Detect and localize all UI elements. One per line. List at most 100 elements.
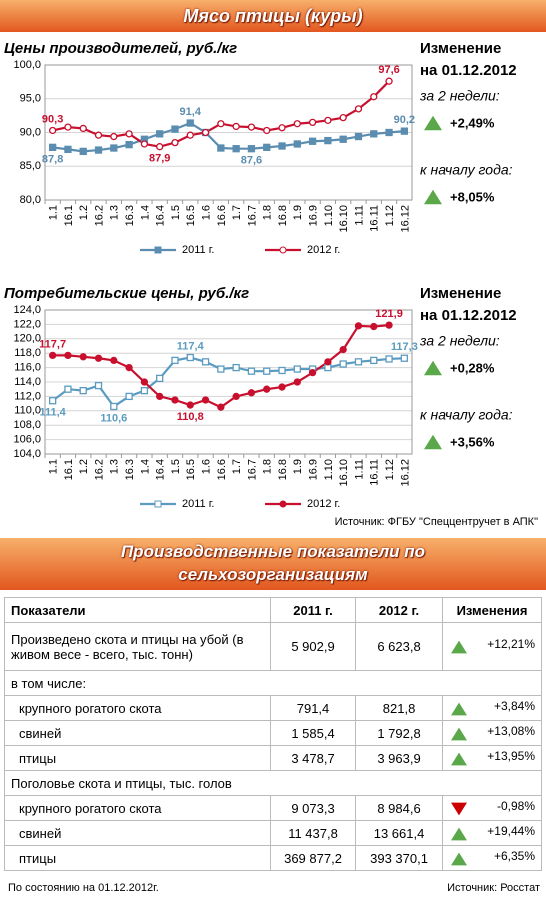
point (171, 396, 179, 404)
data-label: 91,4 (180, 106, 202, 118)
x-tick-label: 16.6 (216, 459, 228, 480)
x-tick-label: 1.5 (170, 459, 182, 474)
x-tick-label: 1.9 (292, 459, 304, 474)
panel-heading: на 01.12.2012 (420, 62, 517, 79)
y-tick-label: 122,0 (13, 318, 41, 330)
label-cell: свиней (4, 820, 271, 846)
point (79, 353, 87, 361)
x-tick-label: 1.6 (200, 459, 212, 474)
panel-label: за 2 недели: (419, 88, 500, 104)
value-cell: 13 661,4 (355, 820, 443, 846)
x-tick-label: 16.6 (216, 205, 228, 226)
y-tick-label: 104,0 (13, 448, 41, 460)
x-tick-label: 16.2 (93, 205, 105, 226)
point (217, 365, 225, 373)
point (247, 145, 256, 153)
trend-icon-box (450, 802, 467, 815)
x-tick-label: 1.10 (323, 205, 335, 226)
data-label: 110,6 (100, 412, 127, 424)
legend-marker (154, 500, 162, 508)
point (79, 386, 87, 395)
trend-icon (450, 752, 467, 765)
x-tick-label: 16.8 (277, 205, 289, 226)
point (156, 130, 164, 138)
point (247, 123, 256, 131)
change-value: +12,21% (487, 637, 535, 651)
point (140, 378, 149, 386)
point (247, 389, 256, 397)
x-tick-label: 16.11 (369, 459, 381, 486)
panel-value: +3,56% (450, 434, 495, 449)
point (186, 401, 194, 409)
point (232, 145, 240, 153)
chart: Потребительские цены, руб./кг 104,0 106,0 1… (4, 285, 517, 510)
change-cell: +12,21% (441, 622, 543, 671)
x-tick-label: 1.11 (353, 205, 365, 226)
x-tick-label: 16.7 (246, 459, 258, 480)
point (125, 363, 133, 372)
data-label: 110,8 (177, 411, 204, 423)
point (370, 356, 378, 365)
point (217, 144, 225, 152)
trend-icon-box (450, 852, 467, 865)
footer-note: По состоянию на 01.12.2012г. (8, 882, 159, 894)
panel-value: +0,28% (450, 360, 495, 375)
group-cell: Поголовье скота и птицы, тыс. голов (4, 770, 542, 796)
y-tick-label: 108,0 (13, 419, 41, 431)
change-value: +6,35% (493, 848, 535, 863)
point (354, 132, 363, 141)
point (201, 396, 210, 404)
trend-icon (424, 360, 442, 376)
trend-icon (450, 702, 467, 715)
x-tick-label: 16.1 (63, 205, 75, 226)
point (385, 77, 393, 85)
panel-heading: на 01.12.2012 (420, 307, 517, 324)
table-row: птицы 3 478,7 3 963,9 +13,95% (4, 745, 543, 771)
x-tick-label: 1.11 (353, 459, 365, 480)
chart-title: Потребительские цены, руб./кг (4, 285, 249, 302)
source: Источник: ФГБУ "Спеццентручет в АПК" (334, 516, 538, 528)
point (324, 363, 332, 372)
x-tick-label: 1.4 (139, 459, 151, 474)
table-row: крупного рогатого скота 9 073,3 8 984,6 -0,… (4, 795, 543, 821)
x-tick-label: 16.7 (246, 205, 258, 226)
panel-label: к началу года: (420, 407, 513, 423)
panel-heading: Изменение (420, 285, 501, 302)
change-value: +13,95% (487, 748, 535, 763)
chart-title: Цены производителей, руб./кг (4, 40, 237, 57)
point (278, 142, 286, 150)
change-value: +19,44% (487, 823, 535, 838)
label-cell: свиней (4, 720, 271, 746)
header-cell: 2012 г. (355, 597, 443, 623)
y-tick-label: 95,0 (20, 93, 41, 105)
x-tick-label: 1.2 (78, 459, 90, 474)
point (370, 93, 378, 101)
point (171, 125, 179, 133)
label-cell: птицы (4, 845, 271, 871)
table: Показатели 2011 г. 2012 г. Изменения Произве… (4, 597, 543, 871)
group-cell: в том числе: (4, 670, 542, 696)
section-title: сельхозорганизациям (178, 565, 368, 584)
x-tick-label: 1.8 (262, 459, 274, 474)
data-label: 97,6 (378, 64, 399, 76)
point (400, 127, 409, 135)
y-tick-label: 85,0 (20, 160, 41, 172)
point (308, 137, 317, 145)
data-label: 117,4 (177, 340, 205, 352)
change-cell: +6,35% (441, 845, 543, 871)
x-tick-label: 1.12 (384, 459, 396, 480)
point (385, 321, 393, 329)
data-label: 90,3 (42, 113, 63, 125)
point (110, 402, 118, 411)
trend-icon (450, 727, 467, 740)
point (156, 392, 164, 401)
point (400, 354, 409, 362)
x-tick-label: 16.3 (124, 459, 136, 480)
point (186, 353, 194, 362)
legend-label: 2011 г. (182, 498, 214, 510)
label-cell: крупного рогатого скота (4, 695, 271, 721)
point (278, 124, 286, 132)
point (354, 322, 363, 330)
value-cell: 821,8 (355, 695, 443, 721)
